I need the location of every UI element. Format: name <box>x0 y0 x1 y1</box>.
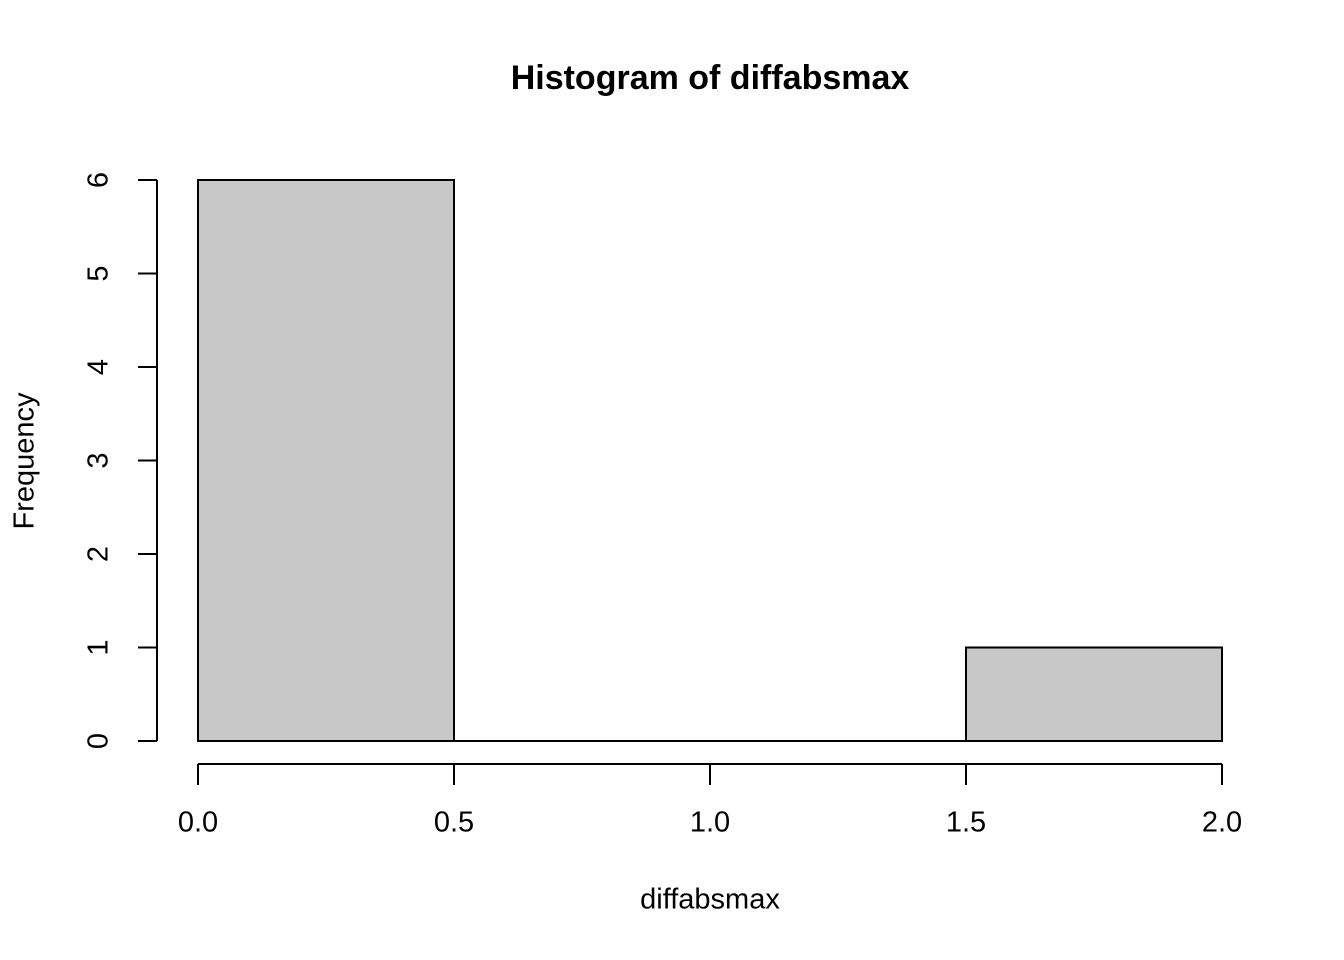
y-tick-label: 6 <box>83 172 115 188</box>
y-tick-label: 0 <box>83 733 115 749</box>
y-axis-label: Frequency <box>9 392 41 530</box>
x-tick-label: 2.0 <box>1202 807 1242 839</box>
y-tick-label: 2 <box>83 546 115 562</box>
y-tick-label: 5 <box>83 265 115 281</box>
y-tick-label: 4 <box>83 359 115 375</box>
x-tick-label: 1.5 <box>946 807 986 839</box>
bar <box>197 179 455 742</box>
y-tick-label: 1 <box>83 639 115 655</box>
x-tick-label: 0.5 <box>434 807 474 839</box>
chart-title: Histogram of diffabsmax <box>511 59 910 97</box>
x-tick-label: 1.0 <box>690 807 730 839</box>
bar <box>965 646 1223 742</box>
x-axis-label: diffabsmax <box>640 884 780 916</box>
y-tick-label: 3 <box>83 452 115 468</box>
x-tick-label: 0.0 <box>178 807 218 839</box>
